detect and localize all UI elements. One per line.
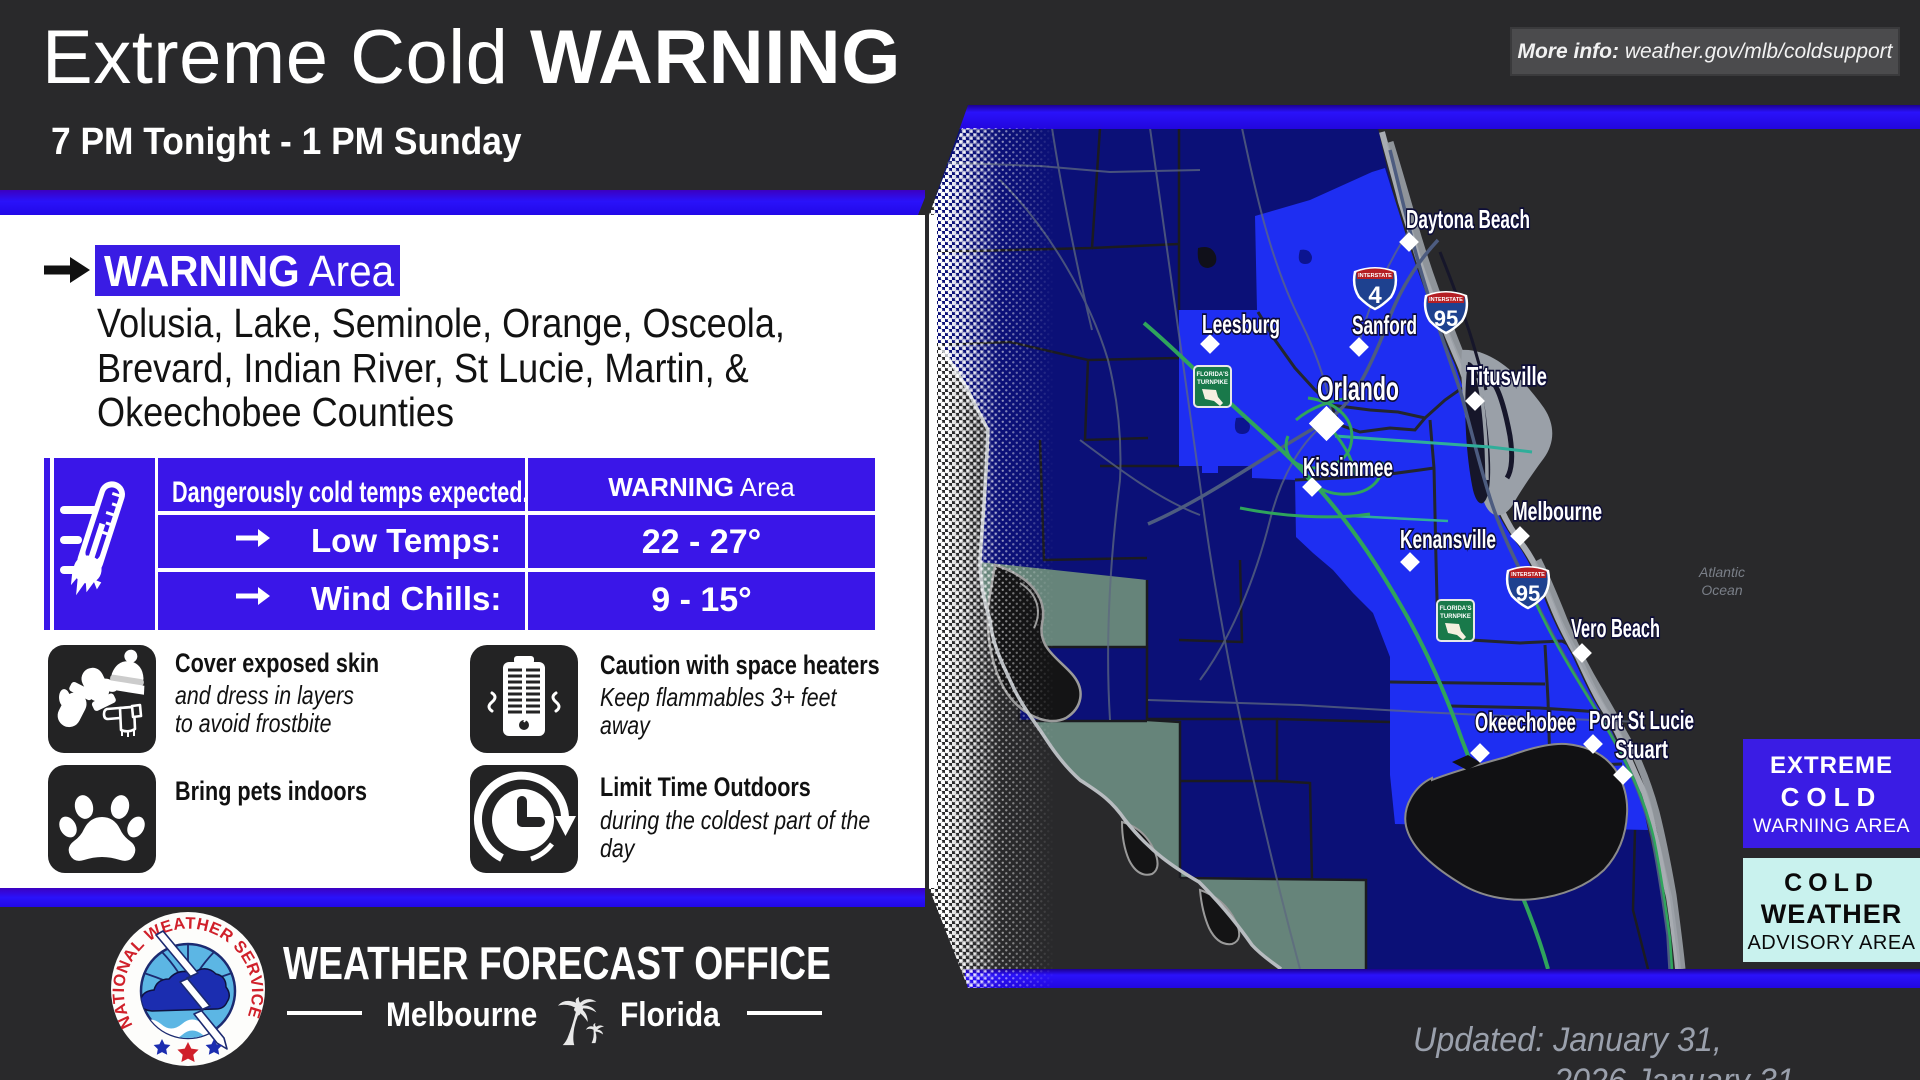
svg-text:Kissimmee: Kissimmee xyxy=(1303,452,1393,482)
svg-text:INTERSTATE: INTERSTATE xyxy=(1429,297,1463,303)
svg-text:INTERSTATE: INTERSTATE xyxy=(1511,572,1545,578)
svg-text:Atlantic: Atlantic xyxy=(1698,564,1745,580)
svg-text:95: 95 xyxy=(1516,581,1540,606)
svg-text:Port St Lucie: Port St Lucie xyxy=(1589,705,1694,735)
svg-text:Kenansville: Kenansville xyxy=(1400,524,1496,554)
svg-text:Titusville: Titusville xyxy=(1467,361,1547,391)
svg-text:FLORIDA'S: FLORIDA'S xyxy=(1196,372,1228,378)
svg-text:95: 95 xyxy=(1434,306,1458,331)
svg-text:Orlando: Orlando xyxy=(1317,370,1399,407)
svg-text:Melbourne: Melbourne xyxy=(1513,496,1602,526)
svg-text:FLORIDA'S: FLORIDA'S xyxy=(1439,606,1471,612)
svg-text:TURNPIKE: TURNPIKE xyxy=(1197,380,1228,386)
svg-text:Okeechobee: Okeechobee xyxy=(1475,707,1576,737)
svg-text:Vero Beach: Vero Beach xyxy=(1571,613,1660,643)
svg-text:4: 4 xyxy=(1368,282,1382,309)
svg-text:TURNPIKE: TURNPIKE xyxy=(1440,614,1471,620)
svg-text:Daytona Beach: Daytona Beach xyxy=(1406,204,1530,234)
svg-text:Leesburg: Leesburg xyxy=(1202,309,1280,339)
svg-text:Stuart: Stuart xyxy=(1615,734,1668,764)
svg-text:Ocean: Ocean xyxy=(1701,582,1742,598)
svg-text:INTERSTATE: INTERSTATE xyxy=(1358,273,1392,279)
svg-text:Sanford: Sanford xyxy=(1352,310,1417,340)
